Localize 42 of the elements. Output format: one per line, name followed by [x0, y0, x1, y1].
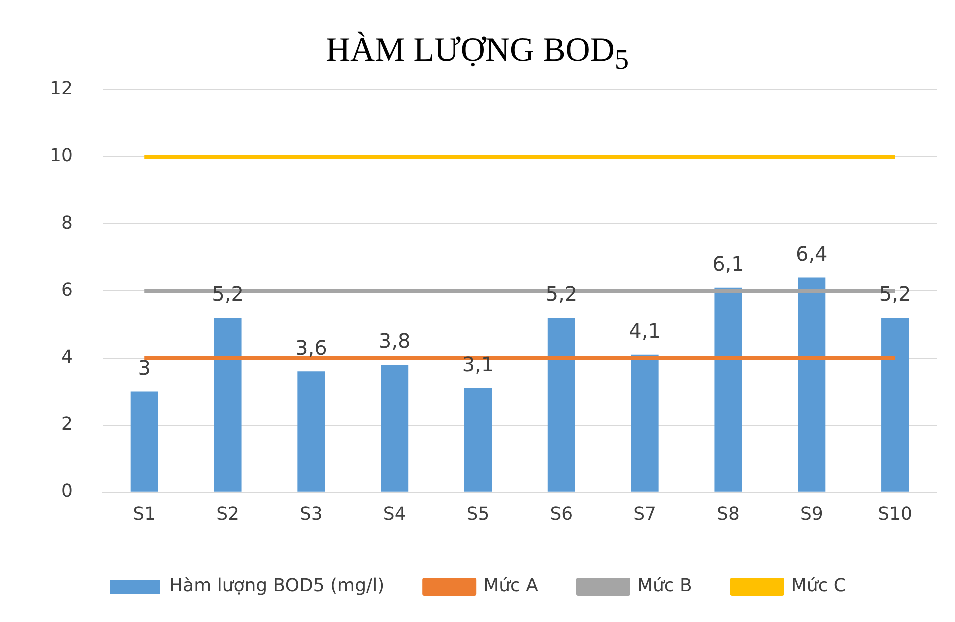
- bar: [130, 392, 158, 492]
- bar: [882, 318, 910, 492]
- y-tick-label: 12: [50, 78, 73, 100]
- x-tick-label: S1: [133, 504, 156, 525]
- data-label: 3: [138, 356, 151, 380]
- bar: [464, 388, 492, 492]
- data-label: 3,1: [462, 352, 494, 377]
- data-label: 5,2: [879, 282, 912, 306]
- x-tick-label: S4: [383, 504, 406, 525]
- y-tick-label: 4: [61, 346, 73, 368]
- x-tick-label: S9: [800, 504, 824, 525]
- bar: [798, 278, 826, 492]
- x-tick-label: S5: [466, 504, 490, 525]
- data-label: 5,2: [546, 282, 578, 306]
- legend-label: Mức B: [637, 576, 692, 597]
- bar: [631, 354, 659, 492]
- bar: [214, 318, 242, 492]
- data-label: 6,4: [796, 242, 828, 266]
- data-label: 3,8: [378, 329, 411, 354]
- bar: [298, 372, 326, 492]
- x-tick-label: S8: [717, 504, 740, 525]
- y-tick-label: 10: [50, 146, 73, 167]
- x-tick-label: S2: [216, 504, 240, 525]
- x-tick-label: S10: [878, 504, 912, 525]
- bar: [714, 288, 742, 492]
- legend-label: Mức C: [791, 576, 846, 597]
- legend-label: Mức A: [484, 576, 540, 597]
- x-tick-label: S6: [550, 504, 574, 525]
- data-label: 4,1: [629, 319, 661, 344]
- data-label: 5,2: [212, 282, 244, 306]
- x-tick-label: S7: [634, 504, 657, 525]
- y-tick-label: 8: [61, 212, 73, 234]
- bar: [381, 364, 409, 492]
- data-label: 3,6: [296, 336, 328, 360]
- x-tick-label: S3: [300, 504, 323, 525]
- data-label: 6,1: [712, 252, 744, 276]
- chart-title: HÀM LƯỢNG BOD$_{5}$: [324, 32, 630, 77]
- legend-label: Hàm lượng BOD5 (mg/l): [170, 576, 385, 597]
- bar: [548, 318, 576, 492]
- y-tick-label: 0: [61, 481, 73, 502]
- y-tick-label: 2: [61, 414, 73, 436]
- y-tick-label: 6: [61, 280, 73, 301]
